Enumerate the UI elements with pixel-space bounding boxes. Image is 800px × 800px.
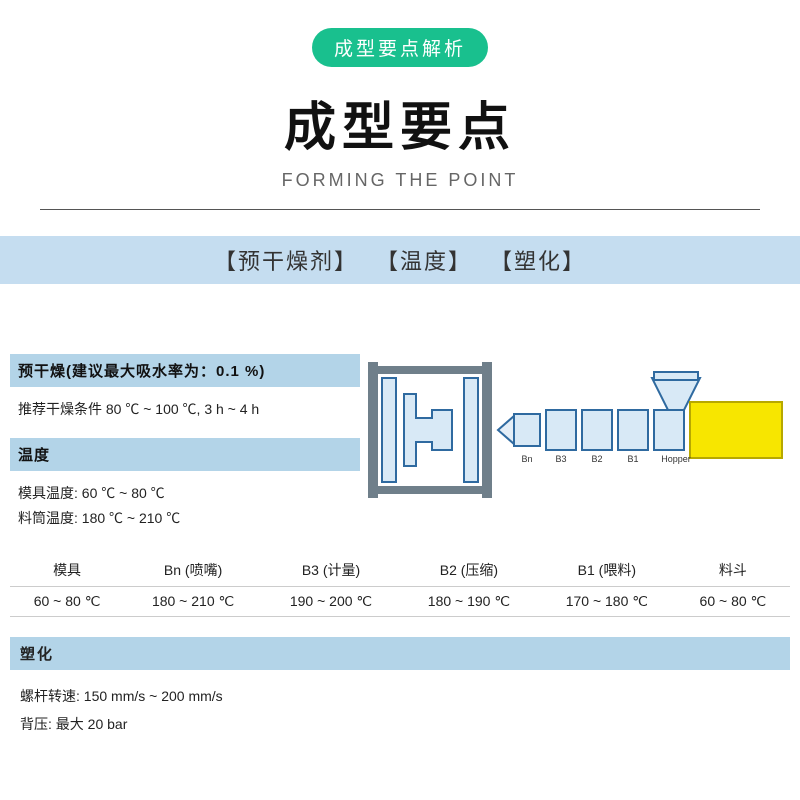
tag-predry: 【预干燥剂】 [214,244,358,276]
temp-line1: 模具温度: 60 ℃ ~ 80 ℃ [18,481,352,506]
temp-line2: 料筒温度: 180 ℃ ~ 210 ℃ [18,506,352,531]
cell-b2: 180 ~ 190 ℃ [400,586,538,616]
col-mold: 模具 [10,554,124,587]
page-title: 成型要点 [0,85,800,160]
divider [40,209,760,210]
tag-temp: 【温度】 [376,244,472,276]
tag-bar: 【预干燥剂】 【温度】 【塑化】 [0,236,800,284]
label-bn: Bn [521,454,532,464]
plast-line2: 背压: 最大 20 bar [20,710,780,738]
col-hopper: 料斗 [676,554,790,587]
col-b3: B3 (计量) [262,554,400,587]
plast-header: 塑化 [10,637,790,670]
tag-plast: 【塑化】 [490,244,586,276]
label-b2: B2 [591,454,602,464]
cell-mold: 60 ~ 80 ℃ [10,586,124,616]
cell-hopper: 60 ~ 80 ℃ [676,586,790,616]
predry-header: 预干燥(建议最大吸水率为：0.1 %) [10,354,360,387]
machine-diagram: Bn B3 B2 B1 Hopper [360,354,790,514]
plast-body: 螺杆转速: 150 mm/s ~ 200 mm/s 背压: 最大 20 bar [10,670,790,750]
temperature-table: 模具 Bn (喷嘴) B3 (计量) B2 (压缩) B1 (喂料) 料斗 60… [10,554,790,617]
label-b3: B3 [555,454,566,464]
predry-body: 推荐干燥条件 80 ℃ ~ 100 ℃, 3 h ~ 4 h [10,387,360,438]
cell-b3: 190 ~ 200 ℃ [262,586,400,616]
label-b1: B1 [627,454,638,464]
cell-bn: 180 ~ 210 ℃ [124,586,262,616]
temp-header: 温度 [10,438,360,471]
cell-b1: 170 ~ 180 ℃ [538,586,676,616]
temp-body: 模具温度: 60 ℃ ~ 80 ℃ 料筒温度: 180 ℃ ~ 210 ℃ [10,471,360,547]
table-row: 60 ~ 80 ℃ 180 ~ 210 ℃ 190 ~ 200 ℃ 180 ~ … [10,586,790,616]
header-badge: 成型要点解析 [312,28,488,67]
plast-line1: 螺杆转速: 150 mm/s ~ 200 mm/s [20,682,780,710]
page-subtitle: FORMING THE POINT [0,170,800,191]
col-b1: B1 (喂料) [538,554,676,587]
label-hopper: Hopper [661,454,691,464]
col-bn: Bn (喷嘴) [124,554,262,587]
col-b2: B2 (压缩) [400,554,538,587]
